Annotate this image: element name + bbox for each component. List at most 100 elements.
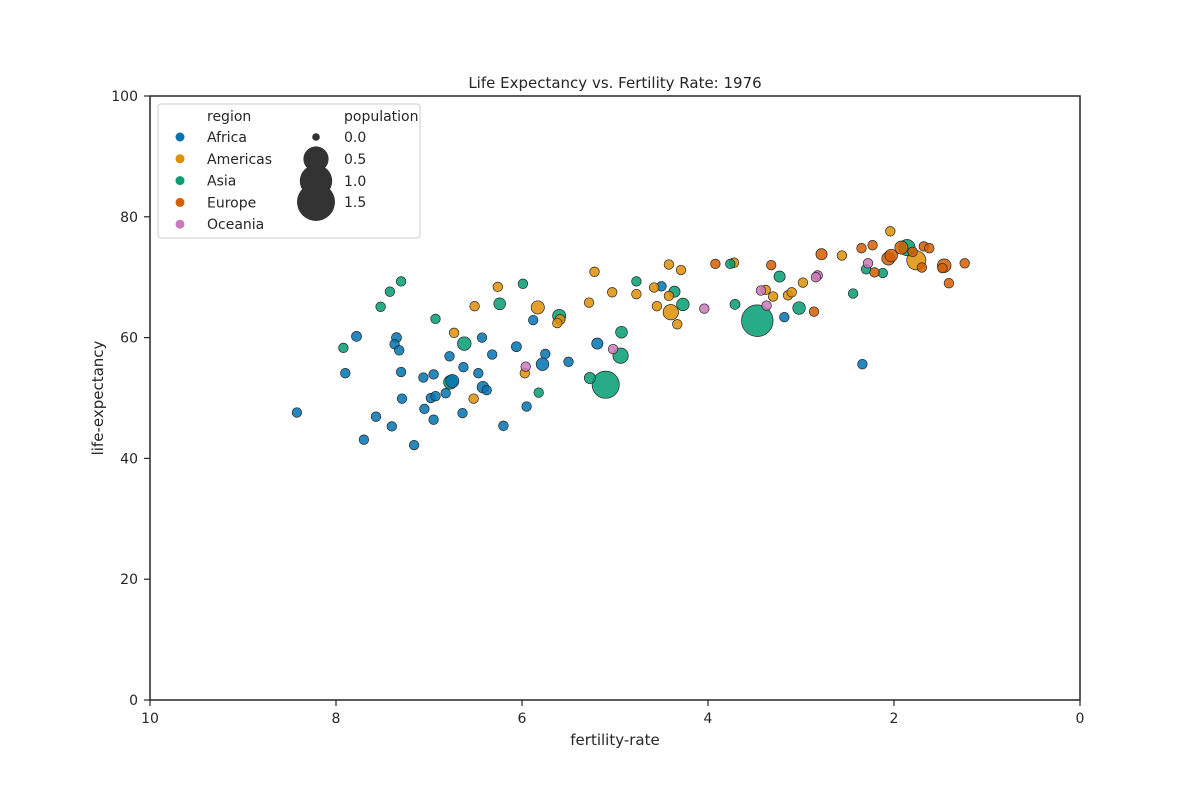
x-tick-label: 0 xyxy=(1076,711,1085,727)
data-point-africa xyxy=(528,314,539,326)
data-point-africa xyxy=(351,331,362,342)
data-point-asia xyxy=(741,304,774,337)
data-point-oceania xyxy=(755,285,767,296)
data-point-africa xyxy=(440,388,451,399)
data-point-europe xyxy=(766,259,777,271)
x-tick-label: 6 xyxy=(518,711,527,727)
data-point-europe xyxy=(894,240,909,255)
data-point-europe xyxy=(867,240,878,251)
data-point-africa xyxy=(857,359,868,370)
data-point-americas xyxy=(469,301,480,312)
points-layer xyxy=(291,226,970,451)
data-point-americas xyxy=(663,259,675,270)
data-point-asia xyxy=(457,336,472,351)
data-point-oceania xyxy=(520,361,531,372)
data-point-asia xyxy=(729,299,741,310)
data-point-africa xyxy=(511,341,522,353)
data-point-africa xyxy=(430,391,441,402)
data-point-africa xyxy=(476,332,488,343)
data-point-americas xyxy=(583,297,595,308)
data-point-asia xyxy=(583,372,596,385)
data-point-europe xyxy=(943,278,955,289)
data-point-africa xyxy=(428,369,439,380)
data-point-americas xyxy=(651,301,663,312)
data-point-europe xyxy=(815,248,828,261)
legend-size-marker xyxy=(303,146,329,172)
legend-marker-oceania xyxy=(175,219,185,229)
data-point-europe xyxy=(959,258,970,269)
data-point-africa xyxy=(444,351,455,362)
x-tick-label: 4 xyxy=(704,711,713,727)
y-tick-label: 100 xyxy=(111,89,138,105)
data-point-asia xyxy=(725,258,736,270)
data-point-asia xyxy=(676,297,690,312)
legend-size-entries: 0.0 0.5 1.0 1.5 xyxy=(297,130,366,221)
data-point-europe xyxy=(884,248,898,263)
legend-label-americas: Americas xyxy=(207,152,272,168)
data-point-oceania xyxy=(761,300,772,311)
y-axis: 0 20 40 60 80 100 xyxy=(111,89,150,709)
data-point-africa xyxy=(591,337,604,350)
data-point-europe xyxy=(856,243,867,254)
data-point-europe xyxy=(907,246,918,257)
x-axis-title: fertility-rate xyxy=(570,731,659,749)
data-point-oceania xyxy=(862,258,874,269)
data-point-asia xyxy=(533,387,544,398)
legend-size-label: 0.0 xyxy=(344,130,366,146)
data-point-africa xyxy=(521,401,532,412)
legend-size-label: 0.5 xyxy=(344,152,366,168)
legend-box xyxy=(157,103,421,239)
data-point-africa xyxy=(779,311,790,323)
data-point-asia xyxy=(395,276,407,287)
data-point-africa xyxy=(395,366,407,378)
y-tick-label: 60 xyxy=(120,331,138,347)
data-point-africa xyxy=(428,414,439,425)
data-point-africa xyxy=(340,368,351,379)
legend-marker-americas xyxy=(175,154,185,164)
data-point-asia xyxy=(615,325,628,339)
data-point-americas xyxy=(663,290,675,302)
data-point-africa xyxy=(445,374,460,389)
legend-hue-title: region xyxy=(207,109,251,125)
data-point-africa xyxy=(386,421,397,432)
data-point-asia xyxy=(517,278,529,289)
data-point-africa xyxy=(481,384,492,396)
data-point-oceania xyxy=(699,303,710,314)
y-tick-label: 80 xyxy=(120,210,138,226)
data-point-africa xyxy=(473,368,484,379)
data-point-americas xyxy=(786,287,797,298)
data-point-europe xyxy=(710,258,721,270)
legend-label-europe: Europe xyxy=(207,195,256,211)
data-point-americas xyxy=(672,319,683,330)
legend-marker-africa xyxy=(175,132,185,142)
y-tick-label: 40 xyxy=(120,451,138,467)
data-point-africa xyxy=(535,357,550,371)
data-point-africa xyxy=(418,372,429,383)
data-point-americas xyxy=(589,266,600,277)
legend-label-asia: Asia xyxy=(207,174,236,190)
data-point-americas xyxy=(767,291,779,302)
plot-area-frame xyxy=(149,95,1081,701)
data-point-americas xyxy=(492,281,503,293)
data-point-asia xyxy=(384,286,396,297)
data-point-africa xyxy=(370,411,382,422)
data-point-africa xyxy=(419,403,430,415)
data-point-europe xyxy=(869,267,880,278)
legend: region population Africa Americas Asia Euro… xyxy=(157,103,421,239)
data-point-asia xyxy=(792,301,806,315)
data-point-europe xyxy=(937,262,948,274)
legend-size-label: 1.5 xyxy=(344,195,366,211)
data-point-americas xyxy=(631,288,642,300)
data-point-asia xyxy=(338,342,349,354)
x-tick-label: 8 xyxy=(332,711,341,727)
data-point-americas xyxy=(448,327,460,338)
data-point-americas xyxy=(662,304,679,321)
data-point-africa xyxy=(394,345,405,356)
data-point-oceania xyxy=(810,272,822,283)
data-point-americas xyxy=(797,277,809,288)
x-tick-label: 10 xyxy=(141,711,159,727)
y-tick-label: 20 xyxy=(120,572,138,588)
legend-label-oceania: Oceania xyxy=(207,217,264,233)
data-point-africa xyxy=(396,393,408,404)
